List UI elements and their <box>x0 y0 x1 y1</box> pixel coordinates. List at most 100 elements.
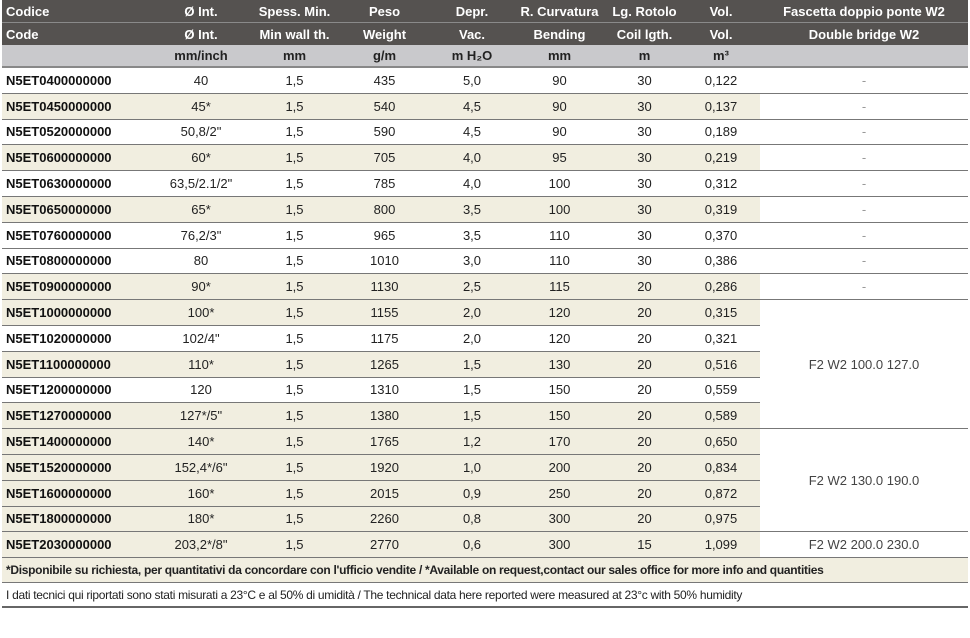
cell-vacuum: 2,5 <box>432 273 512 301</box>
table-row: N5ET0800000000 80 1,5 1010 3,0 110 30 0,386- <box>2 248 968 275</box>
table-row: N5ET0450000000 45* 1,5 540 4,5 90 30 0,137- <box>2 93 968 120</box>
cell-inner-diameter: 127*/5" <box>150 402 252 430</box>
cell-coil-length: 20 <box>607 351 682 378</box>
header-inner-diameter: Ø Int. <box>150 0 252 23</box>
header-coil-length: Lg. Rotolo <box>607 0 682 23</box>
table-row: N5ET0630000000 63,5/2.1/2" 1,5 785 4,0 100 30 0… <box>2 170 968 197</box>
cell-min-wall: 1,5 <box>252 67 337 94</box>
cell-volume: 0,559 <box>682 377 760 404</box>
cell-volume: 1,099 <box>682 531 760 559</box>
header-row-units: mm/inch mm g/m m H₂O mm m m³ <box>2 45 968 68</box>
header-min-wall: Spess. Min. <box>252 0 337 23</box>
cell-vacuum: 1,0 <box>432 454 512 481</box>
cell-vacuum: 1,2 <box>432 428 512 455</box>
cell-min-wall: 1,5 <box>252 196 337 223</box>
cell-volume: 0,315 <box>682 299 760 326</box>
cell-volume: 0,219 <box>682 144 760 172</box>
cell-vacuum: 1,5 <box>432 402 512 430</box>
cell-code: N5ET0450000000 <box>2 93 150 120</box>
header-weight: Weight <box>337 22 432 45</box>
table-row: N5ET2030000000 203,2*/8" 1,5 2770 0,6 300 15 1,… <box>2 531 968 559</box>
cell-coil-length: 15 <box>607 531 682 559</box>
cell-weight: 785 <box>337 170 432 197</box>
table-row: N5ET1100000000 110* 1,5 1265 1,5 130 20 0,516 <box>2 351 968 378</box>
header-code: Codice <box>2 0 150 23</box>
cell-coil-length: 30 <box>607 93 682 120</box>
cell-volume: 0,286 <box>682 273 760 301</box>
cell-vacuum: 3,5 <box>432 222 512 249</box>
cell-code: N5ET0400000000 <box>2 67 150 94</box>
cell-min-wall: 1,5 <box>252 144 337 172</box>
cell-min-wall: 1,5 <box>252 299 337 326</box>
cell-vacuum: 4,0 <box>432 170 512 197</box>
cell-bending: 130 <box>512 351 607 378</box>
cell-min-wall: 1,5 <box>252 454 337 481</box>
cell-double-bridge: - <box>760 119 968 146</box>
cell-weight: 2260 <box>337 506 432 533</box>
header-vacuum: Depr. <box>432 0 512 23</box>
cell-inner-diameter: 80 <box>150 248 252 275</box>
header-bending: mm <box>512 45 607 68</box>
cell-volume: 0,312 <box>682 170 760 197</box>
cell-weight: 435 <box>337 67 432 94</box>
cell-weight: 965 <box>337 222 432 249</box>
cell-min-wall: 1,5 <box>252 170 337 197</box>
cell-code: N5ET1200000000 <box>2 377 150 404</box>
header-weight: g/m <box>337 45 432 68</box>
table-row: N5ET0900000000 90* 1,5 1130 2,5 115 20 0,286- <box>2 273 968 301</box>
cell-coil-length: 30 <box>607 196 682 223</box>
header-double-bridge: Fascetta doppio ponte W2 <box>760 0 968 23</box>
cell-code: N5ET0900000000 <box>2 273 150 301</box>
cell-code: N5ET0600000000 <box>2 144 150 172</box>
cell-bending: 300 <box>512 506 607 533</box>
conditions-note-row: I dati tecnici qui riportati sono stati … <box>2 582 968 609</box>
cell-min-wall: 1,5 <box>252 506 337 533</box>
cell-inner-diameter: 45* <box>150 93 252 120</box>
cell-coil-length: 20 <box>607 480 682 507</box>
cell-inner-diameter: 100* <box>150 299 252 326</box>
cell-vacuum: 3,0 <box>432 248 512 275</box>
cell-min-wall: 1,5 <box>252 222 337 249</box>
cell-bending: 120 <box>512 299 607 326</box>
table-row: N5ET1400000000 140* 1,5 1765 1,2 170 20 0,650 F2… <box>2 428 968 533</box>
cell-coil-length: 20 <box>607 273 682 301</box>
cell-min-wall: 1,5 <box>252 273 337 301</box>
cell-bending: 150 <box>512 377 607 404</box>
cell-inner-diameter: 152,4*/6" <box>150 454 252 481</box>
cell-volume: 0,370 <box>682 222 760 249</box>
cell-vacuum: 5,0 <box>432 67 512 94</box>
cell-bending: 300 <box>512 531 607 559</box>
table-row: N5ET1600000000 160* 1,5 2015 0,9 250 20 0,872 <box>2 480 968 507</box>
header-inner-diameter: Ø Int. <box>150 22 252 45</box>
cell-bending: 90 <box>512 67 607 94</box>
cell-weight: 2770 <box>337 531 432 559</box>
cell-double-bridge: - <box>760 273 968 301</box>
cell-vacuum: 0,8 <box>432 506 512 533</box>
cell-coil-length: 30 <box>607 119 682 146</box>
cell-code: N5ET0630000000 <box>2 170 150 197</box>
cell-coil-length: 30 <box>607 248 682 275</box>
cell-inner-diameter: 60* <box>150 144 252 172</box>
cell-inner-diameter: 102/4" <box>150 325 252 352</box>
header-min-wall: mm <box>252 45 337 68</box>
cell-weight: 705 <box>337 144 432 172</box>
cell-code: N5ET1400000000 <box>2 428 150 455</box>
header-coil-length: Coil lgth. <box>607 22 682 45</box>
cell-coil-length: 20 <box>607 506 682 533</box>
header-coil-length: m <box>607 45 682 68</box>
cell-inner-diameter: 160* <box>150 480 252 507</box>
cell-volume: 0,589 <box>682 402 760 430</box>
cell-weight: 1175 <box>337 325 432 352</box>
header-row-italian: Codice Ø Int. Spess. Min. Peso Depr. R. Curva… <box>2 0 968 23</box>
header-code <box>2 45 150 68</box>
cell-inner-diameter: 63,5/2.1/2" <box>150 170 252 197</box>
cell-weight: 540 <box>337 93 432 120</box>
cell-min-wall: 1,5 <box>252 325 337 352</box>
availability-note-row: *Disponibile su richiesta, per quantitat… <box>2 557 968 584</box>
header-inner-diameter: mm/inch <box>150 45 252 68</box>
conditions-note: I dati tecnici qui riportati sono stati … <box>2 582 968 609</box>
cell-weight: 1765 <box>337 428 432 455</box>
cell-weight: 800 <box>337 196 432 223</box>
cell-min-wall: 1,5 <box>252 428 337 455</box>
cell-code: N5ET1000000000 <box>2 299 150 326</box>
